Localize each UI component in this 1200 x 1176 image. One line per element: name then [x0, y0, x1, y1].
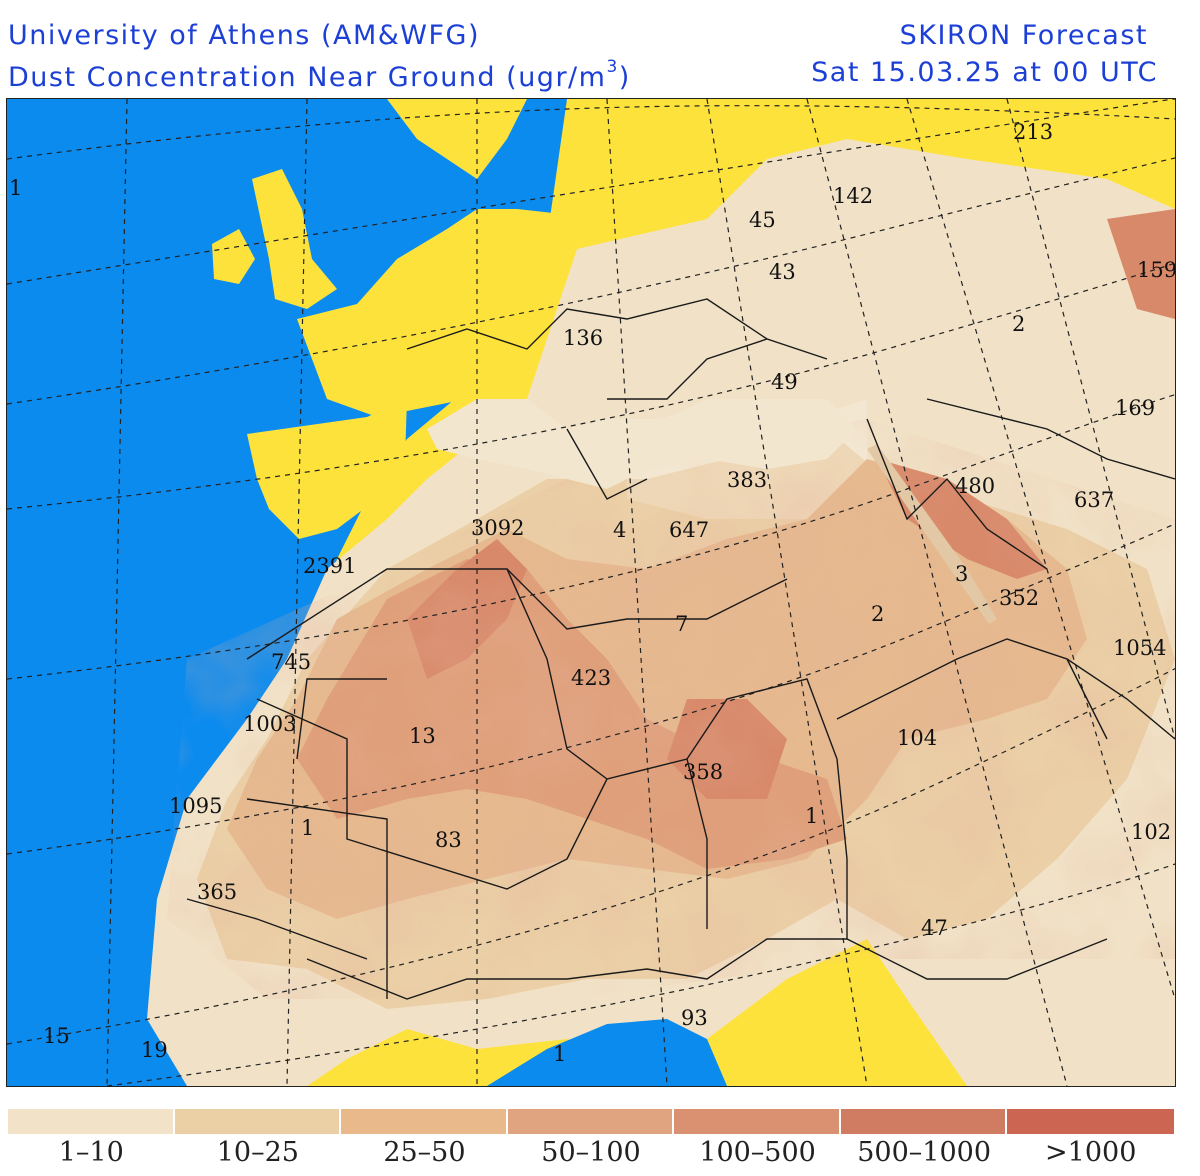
- concentration-label: 7: [675, 612, 688, 636]
- legend-label: 500–1000: [857, 1137, 991, 1168]
- concentration-label: 4: [613, 518, 626, 542]
- concentration-label: 423: [571, 666, 611, 690]
- concentration-label: 49: [771, 370, 798, 394]
- legend-swatch: [174, 1109, 340, 1134]
- concentration-label: 93: [681, 1006, 708, 1030]
- legend-label: 25–50: [383, 1137, 466, 1168]
- concentration-label: 1: [805, 804, 818, 828]
- concentration-label: 1003: [243, 712, 296, 736]
- legend-swatch: [1007, 1109, 1174, 1134]
- concentration-label: 2: [1012, 312, 1025, 336]
- concentration-label: 647: [669, 518, 709, 542]
- concentration-label: 480: [955, 474, 995, 498]
- concentration-label: 136: [563, 326, 603, 350]
- color-legend: 1–10 10–25 25–50 50–100 100–500 500–1000 >1000: [8, 1109, 1174, 1169]
- legend-label: 1–10: [58, 1137, 124, 1168]
- concentration-label: 1095: [169, 794, 222, 818]
- concentration-label: 3: [955, 562, 968, 586]
- legend-swatch: [507, 1109, 673, 1134]
- forecast-valid-time: Sat 15.03.25 at 00 UTC: [811, 57, 1158, 88]
- concentration-label: 142: [833, 184, 873, 208]
- concentration-label: 13: [409, 724, 436, 748]
- concentration-label: 365: [197, 880, 237, 904]
- concentration-label: 637: [1074, 488, 1114, 512]
- country-borders: [186, 298, 1175, 1000]
- legend-label: 10–25: [216, 1137, 299, 1168]
- concentration-label: 169: [1115, 396, 1155, 420]
- concentration-label: 1: [553, 1042, 566, 1066]
- concentration-label: 15: [43, 1024, 70, 1048]
- product-name: SKIRON Forecast: [899, 20, 1148, 51]
- concentration-label: 1054: [1113, 636, 1166, 660]
- legend-label: 50–100: [541, 1137, 641, 1168]
- legend-swatch: [840, 1109, 1006, 1134]
- concentration-label: 745: [271, 650, 311, 674]
- concentration-label: 83: [435, 828, 462, 852]
- concentration-label: 19: [141, 1038, 168, 1062]
- concentration-label: 43: [769, 260, 796, 284]
- concentration-label: 2: [871, 602, 884, 626]
- concentration-label: 47: [921, 916, 948, 940]
- dust-map: 1 213 142 45 43 159 136 2 49 169 383 480 637 3092 4 647…: [6, 98, 1176, 1087]
- concentration-label: 102: [1131, 820, 1171, 844]
- concentration-label: 45: [749, 208, 776, 232]
- seas: [427, 399, 997, 1086]
- concentration-label: 358: [683, 760, 723, 784]
- legend-swatch: [8, 1109, 173, 1134]
- concentration-label: 159: [1137, 258, 1175, 282]
- concentration-label: 1: [301, 816, 314, 840]
- legend-swatch: [674, 1109, 839, 1134]
- concentration-label: 383: [727, 468, 767, 492]
- concentration-label: 352: [999, 586, 1039, 610]
- concentration-label: 2391: [303, 554, 356, 578]
- legend-label: 100–500: [699, 1137, 816, 1168]
- legend-label: >1000: [1045, 1137, 1137, 1168]
- concentration-label: 3092: [471, 516, 524, 540]
- concentration-label: 213: [1013, 120, 1053, 144]
- concentration-label: 1: [9, 176, 22, 200]
- map-title: Dust Concentration Near Ground (ugr/m3): [8, 57, 631, 93]
- institution-title: University of Athens (AM&WFG): [8, 20, 480, 51]
- graticule: [7, 99, 1175, 1086]
- concentration-label: 104: [897, 726, 937, 750]
- legend-swatch: [341, 1109, 506, 1134]
